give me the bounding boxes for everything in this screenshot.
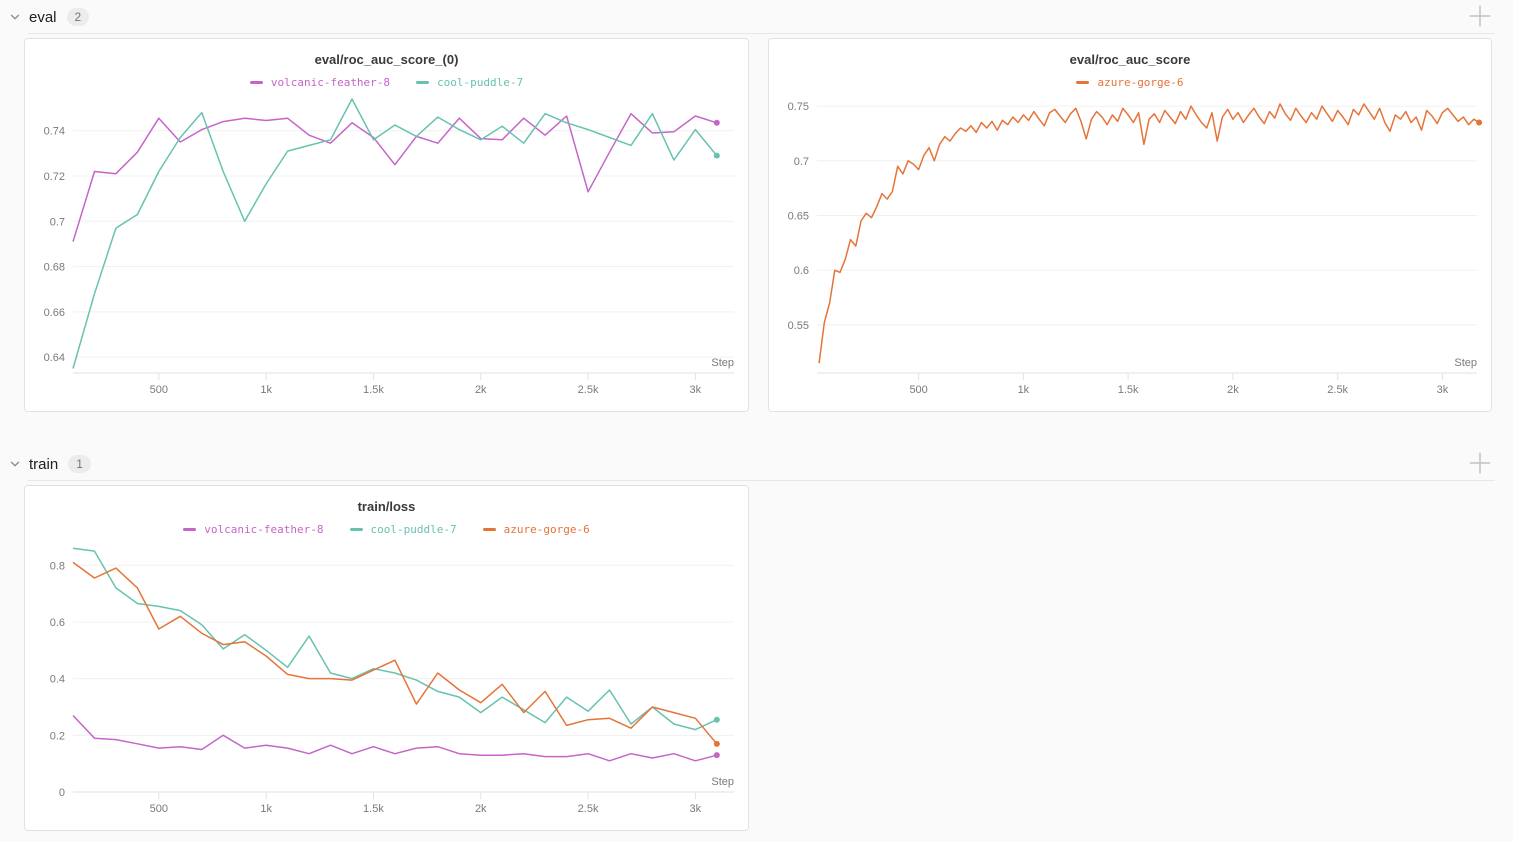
chart-plot-area[interactable]: 0.55 0.6 0.65 0.7 0.75 500 1k 1.5k 2k 2.5k 3k Step	[769, 93, 1491, 409]
legend-run-name: volcanic-feather-8	[204, 522, 324, 536]
x-tick-label: 2k	[1227, 384, 1239, 396]
x-tick-label: 2.5k	[1327, 384, 1348, 396]
y-tick-label: 0.7	[794, 156, 809, 168]
legend-item-cool-puddle-7[interactable]: cool-puddle-7	[349, 522, 457, 536]
x-axis-label: Step	[711, 357, 734, 369]
x-tick-label: 1.5k	[363, 384, 384, 396]
section-eval: eval 2 eval/roc_auc_score_(0) volcanic-f…	[0, 0, 1513, 447]
chart-title: eval/roc_auc_score_(0)	[314, 52, 459, 67]
legend-run-name: cool-puddle-7	[370, 522, 457, 536]
y-tick-label: 0.65	[788, 210, 809, 222]
add-panel-icon[interactable]	[1467, 3, 1493, 29]
section-train: train 1 train/loss volcanic-feather-8 coo…	[0, 447, 1513, 841]
section-header-train: train 1	[0, 447, 1513, 481]
x-tick-label: 1.5k	[363, 803, 384, 815]
legend-run-name: azure-gorge-6	[1097, 75, 1184, 89]
chart-canvas[interactable]: 0.64 0.66 0.68 0.7 0.72 0.74 500 1k 1.5k 2k 2.5k 3k…	[25, 93, 748, 409]
series-endpoint-dot-cool-puddle-7	[713, 716, 720, 723]
x-tick-label: 3k	[690, 384, 702, 396]
y-tick-label: 0.6	[50, 617, 65, 629]
y-tick-label: 0	[59, 787, 65, 799]
x-tick-label: 500	[150, 384, 168, 396]
chart-canvas[interactable]: 0.55 0.6 0.65 0.7 0.75 500 1k 1.5k 2k 2.5k 3k Step	[769, 93, 1491, 409]
panel-count-badge: 1	[68, 455, 91, 473]
chart-legend: volcanic-feather-8 cool-puddle-7 azure-gor…	[25, 522, 748, 536]
y-tick-label: 0.4	[50, 674, 65, 686]
add-panel-icon[interactable]	[1467, 450, 1493, 476]
train-panels-row: train/loss volcanic-feather-8 cool-puddle…	[0, 481, 1513, 841]
x-tick-label: 3k	[690, 803, 702, 815]
y-tick-label: 0.66	[44, 307, 65, 319]
x-tick-label: 2k	[475, 803, 487, 815]
x-tick-label: 2.5k	[578, 384, 599, 396]
y-tick-label: 0.2	[50, 730, 65, 742]
y-tick-label: 0.8	[50, 560, 65, 572]
y-tick-label: 0.6	[794, 265, 809, 277]
y-tick-label: 0.64	[44, 352, 65, 364]
section-title: eval	[29, 8, 57, 26]
legend-run-name: cool-puddle-7	[437, 75, 524, 89]
x-axis-label: Step	[711, 776, 734, 788]
series-line-volcanic-feather-8	[72, 714, 717, 762]
legend-item-volcanic-feather-8[interactable]: volcanic-feather-8	[183, 522, 324, 536]
legend-item-azure-gorge-6[interactable]: azure-gorge-6	[482, 522, 590, 536]
series-endpoint-dot-azure-gorge-6	[713, 740, 720, 747]
x-tick-label: 1k	[260, 803, 272, 815]
chevron-down-icon[interactable]	[6, 455, 24, 473]
chart-legend: azure-gorge-6	[769, 75, 1491, 89]
series-line-volcanic-feather-8	[72, 112, 718, 242]
legend-item-volcanic-feather-8[interactable]: volcanic-feather-8	[249, 75, 391, 89]
y-tick-label: 0.74	[44, 126, 65, 138]
chart-title: eval/roc_auc_score	[1069, 52, 1191, 67]
panel-count-badge: 2	[66, 8, 90, 26]
series-line-cool-puddle-7	[72, 547, 718, 731]
legend-item-azure-gorge-6[interactable]: azure-gorge-6	[1076, 75, 1184, 89]
y-tick-label: 0.7	[50, 216, 65, 228]
series-endpoint-dot-volcanic-feather-8	[713, 752, 720, 759]
section-divider	[28, 480, 1495, 481]
x-tick-label: 1k	[1018, 384, 1030, 396]
section-title: train	[29, 455, 59, 473]
legend-swatch	[1076, 80, 1090, 84]
x-tick-label: 500	[909, 384, 927, 396]
chevron-down-icon[interactable]	[6, 8, 24, 26]
legend-run-name: volcanic-feather-8	[270, 75, 391, 89]
legend-swatch	[416, 80, 430, 84]
series-line-cool-puddle-7	[72, 98, 718, 369]
y-tick-label: 0.68	[44, 262, 65, 274]
chart-panel-train-loss[interactable]: train/loss volcanic-feather-8 cool-puddle…	[24, 485, 749, 831]
chart-canvas[interactable]: 0 0.2 0.4 0.6 0.8 500 1k 1.5k 2k 2.5k 3k Step	[25, 540, 748, 828]
legend-run-name: azure-gorge-6	[503, 522, 590, 536]
series-endpoint-dot-volcanic-feather-8	[713, 119, 720, 126]
chart-panel-roc-auc-score-0[interactable]: eval/roc_auc_score_(0) volcanic-feather-…	[24, 38, 749, 412]
x-axis-label: Step	[1454, 357, 1477, 369]
legend-swatch	[482, 527, 496, 531]
chart-panel-roc-auc-score[interactable]: eval/roc_auc_score azure-gorge-6 0.55 0.6…	[768, 38, 1492, 412]
series-endpoint-dot-cool-puddle-7	[713, 152, 720, 159]
x-tick-label: 500	[150, 803, 168, 815]
series-line-azure-gorge-6	[72, 561, 718, 745]
section-header-eval: eval 2	[0, 0, 1513, 34]
legend-swatch	[249, 80, 263, 84]
y-tick-label: 0.75	[788, 101, 809, 113]
x-tick-label: 2.5k	[578, 803, 599, 815]
section-divider	[28, 33, 1495, 34]
y-tick-label: 0.55	[788, 320, 809, 332]
y-tick-label: 0.72	[44, 171, 65, 183]
chart-title: train/loss	[357, 499, 416, 514]
legend-item-cool-puddle-7[interactable]: cool-puddle-7	[416, 76, 523, 89]
x-tick-label: 1.5k	[1118, 384, 1139, 396]
series-line-azure-gorge-6	[818, 103, 1480, 364]
chart-plot-area[interactable]: 0 0.2 0.4 0.6 0.8 500 1k 1.5k 2k 2.5k 3k Step	[25, 540, 748, 828]
x-tick-label: 1k	[260, 384, 272, 396]
legend-swatch	[349, 527, 363, 531]
x-tick-label: 3k	[1437, 384, 1449, 396]
x-tick-label: 2k	[475, 384, 487, 396]
legend-swatch	[183, 527, 197, 531]
series-endpoint-dot-azure-gorge-6	[1476, 119, 1483, 126]
chart-plot-area[interactable]: 0.64 0.66 0.68 0.7 0.72 0.74 500 1k 1.5k 2k 2.5k 3k…	[25, 93, 748, 409]
eval-panels-row: eval/roc_auc_score_(0) volcanic-feather-…	[0, 34, 1513, 447]
chart-legend: volcanic-feather-8 cool-puddle-7	[25, 75, 748, 89]
